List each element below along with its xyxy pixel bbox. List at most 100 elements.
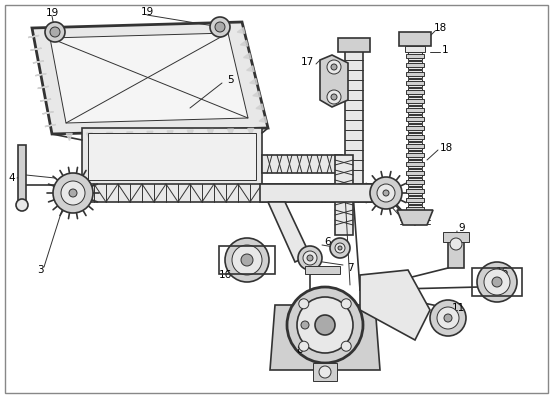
Circle shape <box>299 299 309 309</box>
Circle shape <box>383 190 389 196</box>
Polygon shape <box>50 33 248 123</box>
Circle shape <box>303 251 317 265</box>
Bar <box>408 196 422 204</box>
Text: 11: 11 <box>451 303 465 313</box>
Bar <box>408 151 422 159</box>
Bar <box>406 135 424 139</box>
Bar <box>335 155 353 235</box>
Circle shape <box>327 60 341 74</box>
Text: 3: 3 <box>36 265 43 275</box>
Polygon shape <box>43 112 54 114</box>
Bar <box>260 184 390 202</box>
Polygon shape <box>247 66 254 72</box>
Text: 6: 6 <box>325 237 331 247</box>
Bar <box>65 184 385 202</box>
Text: 18: 18 <box>440 143 452 153</box>
Circle shape <box>331 64 337 70</box>
Circle shape <box>370 177 402 209</box>
Circle shape <box>232 245 262 275</box>
Bar <box>408 88 422 96</box>
Polygon shape <box>167 131 173 138</box>
Circle shape <box>210 17 230 37</box>
Circle shape <box>225 238 269 282</box>
Circle shape <box>307 255 313 261</box>
Circle shape <box>301 321 309 329</box>
Polygon shape <box>320 55 348 107</box>
Circle shape <box>45 22 65 42</box>
Polygon shape <box>268 202 310 262</box>
Polygon shape <box>107 132 113 139</box>
Bar <box>408 124 422 132</box>
Polygon shape <box>45 125 56 127</box>
Text: 18: 18 <box>434 23 447 33</box>
Bar <box>405 46 425 52</box>
Text: 7: 7 <box>347 263 353 273</box>
Bar <box>408 79 422 87</box>
Circle shape <box>319 366 331 378</box>
Bar <box>406 90 424 94</box>
Polygon shape <box>397 210 433 225</box>
Polygon shape <box>40 99 51 101</box>
Bar <box>345 45 363 184</box>
Circle shape <box>69 189 77 197</box>
Polygon shape <box>256 104 264 110</box>
Bar <box>219 246 275 274</box>
Bar <box>408 97 422 105</box>
Bar <box>406 162 424 166</box>
Circle shape <box>377 184 395 202</box>
Circle shape <box>327 90 341 104</box>
Text: 1: 1 <box>442 45 448 55</box>
Bar <box>18 145 26 205</box>
Bar <box>408 160 422 168</box>
Circle shape <box>444 314 452 322</box>
Bar <box>448 238 464 268</box>
Polygon shape <box>243 53 251 59</box>
Polygon shape <box>127 132 133 139</box>
Text: 4: 4 <box>9 173 15 183</box>
Polygon shape <box>248 129 254 135</box>
Bar <box>338 38 370 52</box>
Circle shape <box>338 246 342 250</box>
Bar <box>406 99 424 103</box>
Polygon shape <box>237 27 245 33</box>
Bar <box>408 142 422 150</box>
Polygon shape <box>38 86 49 88</box>
Circle shape <box>331 94 337 100</box>
Circle shape <box>61 181 85 205</box>
Bar <box>305 266 340 274</box>
Bar <box>406 198 424 202</box>
Circle shape <box>241 254 253 266</box>
Bar <box>406 72 424 76</box>
Bar <box>406 63 424 67</box>
Bar <box>408 61 422 69</box>
Polygon shape <box>360 270 430 340</box>
Polygon shape <box>270 305 380 370</box>
Polygon shape <box>147 131 153 138</box>
Bar <box>408 187 422 195</box>
Circle shape <box>215 22 225 32</box>
Circle shape <box>492 277 502 287</box>
Circle shape <box>430 300 466 336</box>
Bar <box>406 126 424 130</box>
Bar <box>406 117 424 121</box>
Bar <box>406 54 424 58</box>
Bar <box>406 81 424 85</box>
Circle shape <box>484 269 510 295</box>
Polygon shape <box>28 35 39 37</box>
Circle shape <box>16 199 28 211</box>
Bar <box>408 115 422 123</box>
Bar <box>408 178 422 186</box>
Circle shape <box>437 307 459 329</box>
Text: 19: 19 <box>45 8 59 18</box>
Text: 17: 17 <box>300 57 314 67</box>
Bar <box>406 189 424 193</box>
Circle shape <box>297 297 353 353</box>
Polygon shape <box>259 117 267 123</box>
Bar <box>408 70 422 78</box>
Bar <box>443 232 469 242</box>
Polygon shape <box>241 40 248 46</box>
Bar <box>406 108 424 112</box>
Polygon shape <box>30 48 41 50</box>
Bar <box>408 52 422 60</box>
Circle shape <box>477 262 517 302</box>
